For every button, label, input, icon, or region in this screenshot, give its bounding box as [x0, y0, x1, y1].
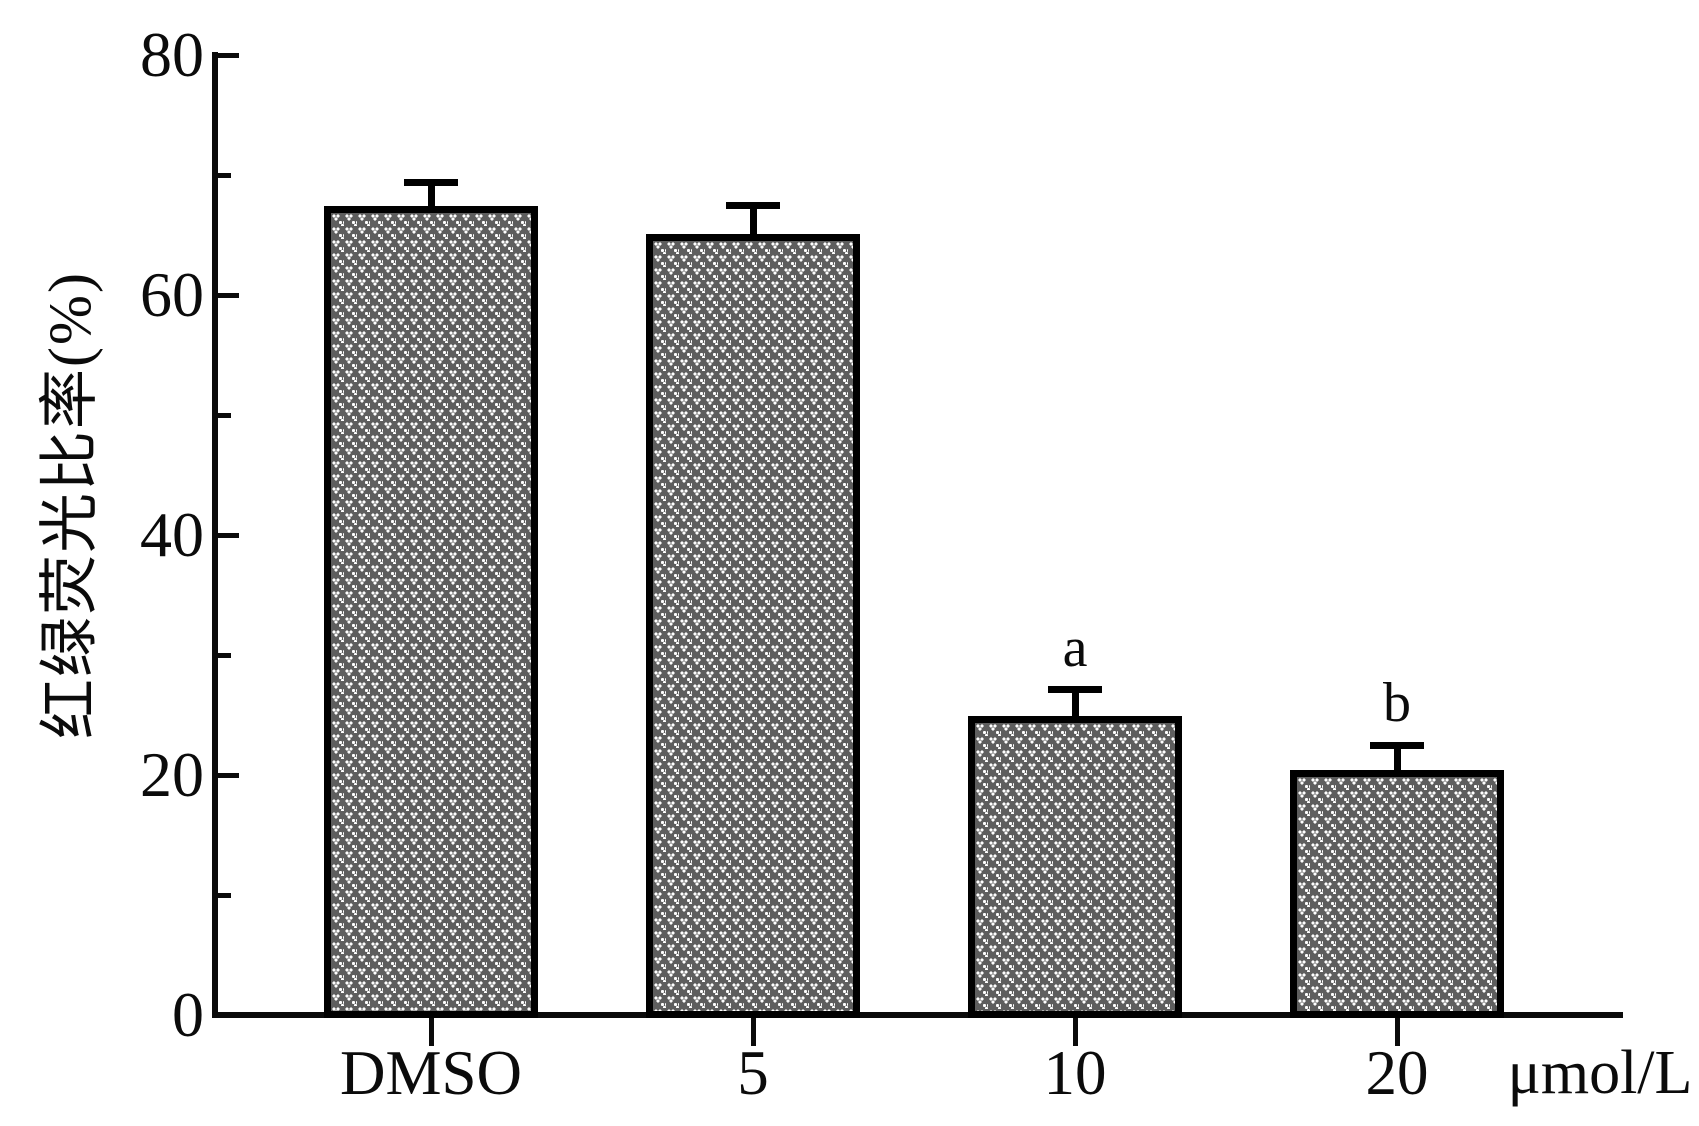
x-axis-spine	[212, 1012, 1623, 1018]
significance-label: b	[1383, 672, 1411, 734]
x-tick	[1072, 1018, 1078, 1046]
y-major-tick	[218, 772, 239, 778]
x-tick	[1394, 1018, 1400, 1046]
x-tick	[750, 1018, 756, 1046]
bar-5	[646, 233, 860, 1018]
y-tick-label: 20	[140, 739, 204, 810]
bar-dmso	[324, 206, 538, 1018]
y-tick-label: 0	[172, 979, 204, 1050]
y-tick-label: 40	[140, 499, 204, 570]
y-minor-tick	[218, 172, 231, 178]
y-minor-tick	[218, 892, 231, 898]
y-axis-spine	[212, 52, 218, 1018]
y-major-tick	[218, 52, 239, 58]
y-minor-tick	[218, 652, 231, 658]
x-tick	[428, 1018, 434, 1046]
y-tick-label: 80	[140, 19, 204, 90]
significance-label: a	[1062, 616, 1088, 679]
x-tick-label: 10	[1043, 1038, 1107, 1108]
y-tick-label: 60	[140, 259, 204, 330]
error-bar-stem	[749, 205, 757, 244]
y-major-tick	[218, 532, 239, 538]
error-bar-cap	[726, 201, 780, 209]
x-tick-label: DMSO	[339, 1038, 523, 1108]
error-bar-stem	[1393, 745, 1401, 781]
bar-20	[1290, 770, 1504, 1018]
error-bar-cap	[1370, 741, 1424, 749]
error-bar-cap	[1048, 686, 1102, 694]
x-tick-label: 20	[1365, 1038, 1429, 1108]
x-axis-unit-label: μmol/L	[1507, 1039, 1693, 1107]
error-bar-cap	[404, 178, 458, 186]
y-minor-tick	[218, 412, 231, 418]
x-tick-label: 5	[737, 1038, 769, 1108]
error-bar-stem	[427, 182, 435, 217]
bar-10	[968, 716, 1182, 1018]
y-major-tick	[218, 292, 239, 298]
error-bar-stem	[1071, 689, 1079, 727]
